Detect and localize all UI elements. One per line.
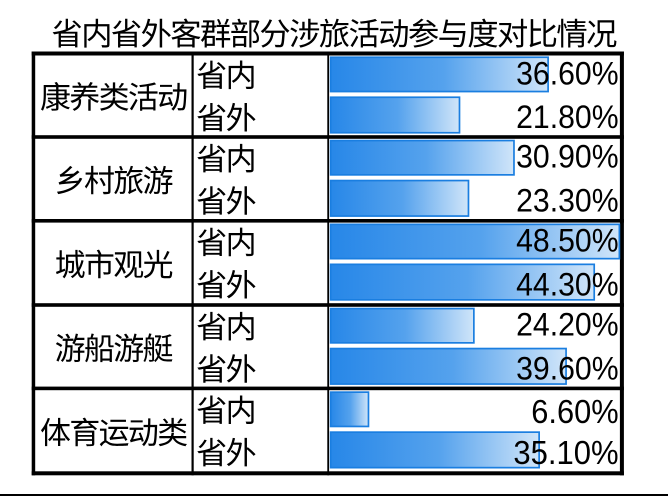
svg-text:48.50%: 48.50% — [516, 223, 619, 259]
svg-text:24.20%: 24.20% — [516, 307, 619, 343]
svg-text:30.90%: 30.90% — [516, 139, 619, 175]
svg-text:35.10%: 35.10% — [513, 435, 618, 472]
svg-text:36.60%: 36.60% — [516, 55, 619, 91]
svg-text:39.60%: 39.60% — [516, 351, 619, 387]
svg-text:21.80%: 21.80% — [516, 99, 619, 135]
svg-text:44.30%: 44.30% — [516, 266, 619, 302]
svg-text:23.30%: 23.30% — [516, 183, 619, 219]
svg-text:6.60%: 6.60% — [531, 394, 618, 431]
